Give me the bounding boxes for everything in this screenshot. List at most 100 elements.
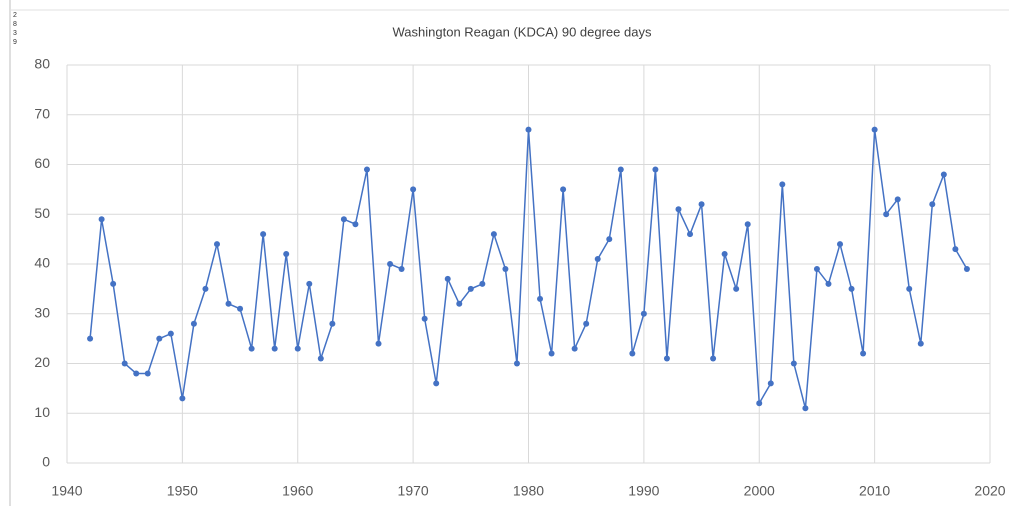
data-point	[444, 275, 451, 282]
x-tick-label: 1950	[167, 483, 198, 499]
x-tick-label: 2020	[974, 483, 1005, 499]
data-point	[606, 236, 613, 243]
data-point	[571, 345, 578, 352]
data-point	[883, 211, 890, 218]
x-tick-label: 1990	[628, 483, 659, 499]
data-point	[144, 370, 151, 377]
data-point	[802, 405, 809, 412]
data-point	[179, 395, 186, 402]
data-point	[929, 201, 936, 208]
data-point	[294, 345, 301, 352]
data-point	[329, 320, 336, 327]
y-tick-label: 80	[34, 56, 50, 72]
data-point	[767, 380, 774, 387]
data-point	[848, 285, 855, 292]
data-point	[525, 126, 532, 133]
data-point	[640, 310, 647, 317]
data-point	[352, 221, 359, 228]
data-point	[248, 345, 255, 352]
y-tick-label: 30	[34, 304, 50, 320]
x-tick-label: 2000	[744, 483, 775, 499]
y-tick-label: 60	[34, 155, 50, 171]
data-point	[917, 340, 924, 347]
data-point	[121, 360, 128, 367]
side-fragment: 8	[13, 21, 17, 28]
data-point	[687, 231, 694, 238]
data-point	[906, 285, 913, 292]
data-point	[398, 265, 405, 272]
data-point	[456, 300, 463, 307]
data-point	[594, 256, 601, 263]
data-point	[871, 126, 878, 133]
x-tick-label: 1970	[398, 483, 429, 499]
data-point	[213, 241, 220, 248]
x-tick-label: 1960	[282, 483, 313, 499]
data-point	[479, 280, 486, 287]
data-point	[467, 285, 474, 292]
data-point	[698, 201, 705, 208]
data-point	[87, 335, 94, 342]
data-point	[283, 251, 290, 258]
data-point	[237, 305, 244, 312]
side-fragment: 2	[13, 12, 17, 19]
data-point	[860, 350, 867, 357]
data-point	[317, 355, 324, 362]
data-point	[663, 355, 670, 362]
data-point	[340, 216, 347, 223]
data-point	[652, 166, 659, 173]
data-point	[410, 186, 417, 193]
data-point	[733, 285, 740, 292]
data-point	[306, 280, 313, 287]
side-fragment: 3	[13, 30, 17, 37]
data-point	[133, 370, 140, 377]
data-point	[721, 251, 728, 258]
data-point	[98, 216, 105, 223]
data-point	[583, 320, 590, 327]
data-point	[190, 320, 197, 327]
data-point	[502, 265, 509, 272]
y-tick-label: 10	[34, 404, 50, 420]
data-point	[387, 261, 394, 267]
y-tick-label: 50	[34, 205, 50, 221]
data-point	[433, 380, 440, 387]
data-point	[560, 186, 567, 193]
data-point	[156, 335, 163, 342]
y-tick-label: 20	[34, 354, 50, 370]
data-point	[167, 330, 174, 337]
data-point	[513, 360, 520, 367]
data-point	[110, 280, 117, 287]
data-point	[675, 206, 682, 213]
y-tick-label: 70	[34, 105, 50, 121]
data-point	[537, 295, 544, 302]
data-point	[940, 171, 947, 178]
data-point	[202, 285, 209, 292]
chart-title: Washington Reagan (KDCA) 90 degree days	[393, 24, 652, 39]
data-point	[375, 340, 382, 347]
data-point	[756, 400, 763, 407]
data-point	[490, 231, 497, 238]
x-tick-label: 1940	[51, 483, 82, 499]
data-point	[271, 345, 278, 352]
data-point	[744, 221, 751, 228]
data-point	[421, 315, 428, 322]
data-point	[813, 265, 820, 272]
data-point	[825, 280, 832, 287]
y-tick-label: 0	[42, 454, 50, 470]
x-tick-label: 2010	[859, 483, 890, 499]
data-point	[548, 350, 555, 357]
data-point	[952, 246, 959, 253]
data-point	[963, 265, 970, 272]
data-point	[790, 360, 797, 367]
data-point	[894, 196, 901, 203]
x-tick-label: 1980	[513, 483, 544, 499]
data-point	[779, 181, 786, 188]
data-point	[363, 166, 370, 173]
data-point	[629, 350, 636, 357]
data-point	[260, 231, 267, 238]
side-fragment: 9	[13, 39, 17, 46]
data-point	[710, 355, 717, 362]
data-point	[617, 166, 624, 173]
data-point	[837, 241, 844, 248]
y-tick-label: 40	[34, 255, 50, 271]
